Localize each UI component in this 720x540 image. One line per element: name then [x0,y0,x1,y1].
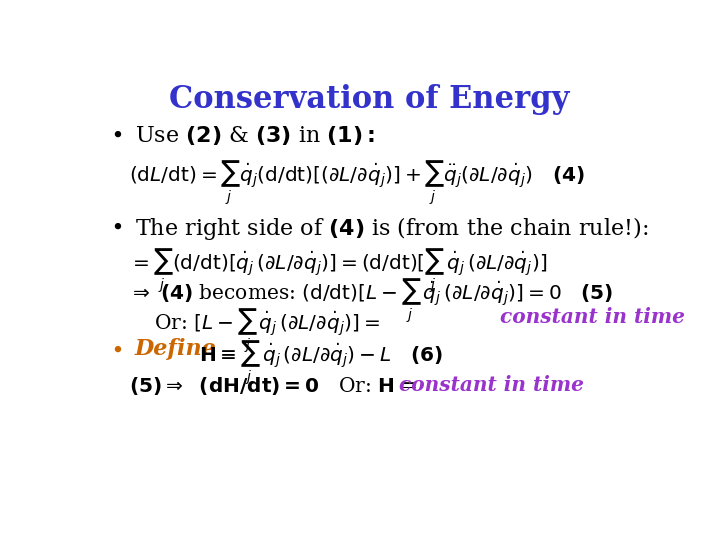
Text: The right side of $\mathbf{(4)}$ is (from the chain rule!):: The right side of $\mathbf{(4)}$ is (fro… [135,215,648,242]
Text: constant in time: constant in time [500,307,685,327]
Text: $(\mathrm{d}L/\mathrm{dt}) = \sum_j \dot{q}_j(\mathrm{d/dt})[(\partial L/\partia: $(\mathrm{d}L/\mathrm{dt}) = \sum_j \dot… [129,158,585,207]
Text: constant in time: constant in time [399,375,583,395]
Text: $\bullet$: $\bullet$ [109,339,122,359]
Text: Conservation of Energy: Conservation of Energy [168,84,570,114]
Text: $\bullet$: $\bullet$ [109,124,122,144]
Text: Use $\mathbf{(2)}$ & $\mathbf{(3)}$ in $\mathbf{(1):}$: Use $\mathbf{(2)}$ & $\mathbf{(3)}$ in $… [135,124,375,147]
Text: $\mathbf{(5)} \Rightarrow$  $\mathbf{(dH/dt) = 0}$$\quad$Or: $\mathbf{H}$ =: $\mathbf{(5)} \Rightarrow$ $\mathbf{(dH/… [129,375,420,396]
Text: Define: Define [135,339,217,360]
Text: Or: $[L - \sum_{\,j}\,\dot{q}_j\,(\partial L/\partial \dot{q}_j)] = $: Or: $[L - \sum_{\,j}\,\dot{q}_j\,(\parti… [154,307,380,355]
Text: $\mathbf{H} \equiv \sum_j\,\dot{q}_j\,(\partial L/\partial \dot{q}_j) - L\quad\m: $\mathbf{H} \equiv \sum_j\,\dot{q}_j\,(\… [199,339,443,387]
Text: $= \sum_j(\mathrm{d/dt})[\dot{q}_j\,(\partial L/\partial \dot{q}_j)] = (\mathrm{: $= \sum_j(\mathrm{d/dt})[\dot{q}_j\,(\pa… [129,246,547,294]
Text: $\bullet$: $\bullet$ [109,215,122,235]
Text: $\Rightarrow$ $\mathbf{(4)}$ becomes: $(\mathrm{d/dt})[L - \sum_j\,\dot{q}_j\,(\: $\Rightarrow$ $\mathbf{(4)}$ becomes: $(… [129,276,613,325]
